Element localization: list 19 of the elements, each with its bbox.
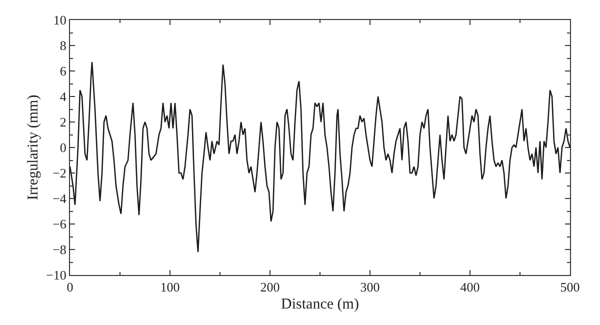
x-tick-label: 500 [560, 280, 580, 295]
line-series [70, 61, 570, 253]
x-tick-label: 400 [460, 280, 480, 295]
y-tick-label: 6 [60, 64, 67, 79]
x-axis-title: Distance (m) [281, 296, 359, 313]
y-tick-label: 0 [60, 140, 66, 156]
y-tick-label: −4 [52, 191, 67, 206]
y-tick-label: 8 [60, 38, 66, 54]
y-tick-label: −6 [52, 216, 67, 232]
x-tick-label: 100 [160, 280, 180, 295]
y-tick-label: 2 [60, 114, 66, 130]
y-tick-label: 4 [60, 89, 67, 104]
x-tick-label: 200 [260, 280, 280, 295]
y-axis-title: Irregularity (mm) [25, 94, 42, 200]
y-tick-label: 10 [53, 12, 66, 28]
y-tick-label: −8 [52, 242, 66, 258]
x-tick-label: 300 [360, 280, 380, 295]
y-tick-label: −10 [46, 268, 66, 283]
y-tick-label: −2 [52, 166, 66, 181]
